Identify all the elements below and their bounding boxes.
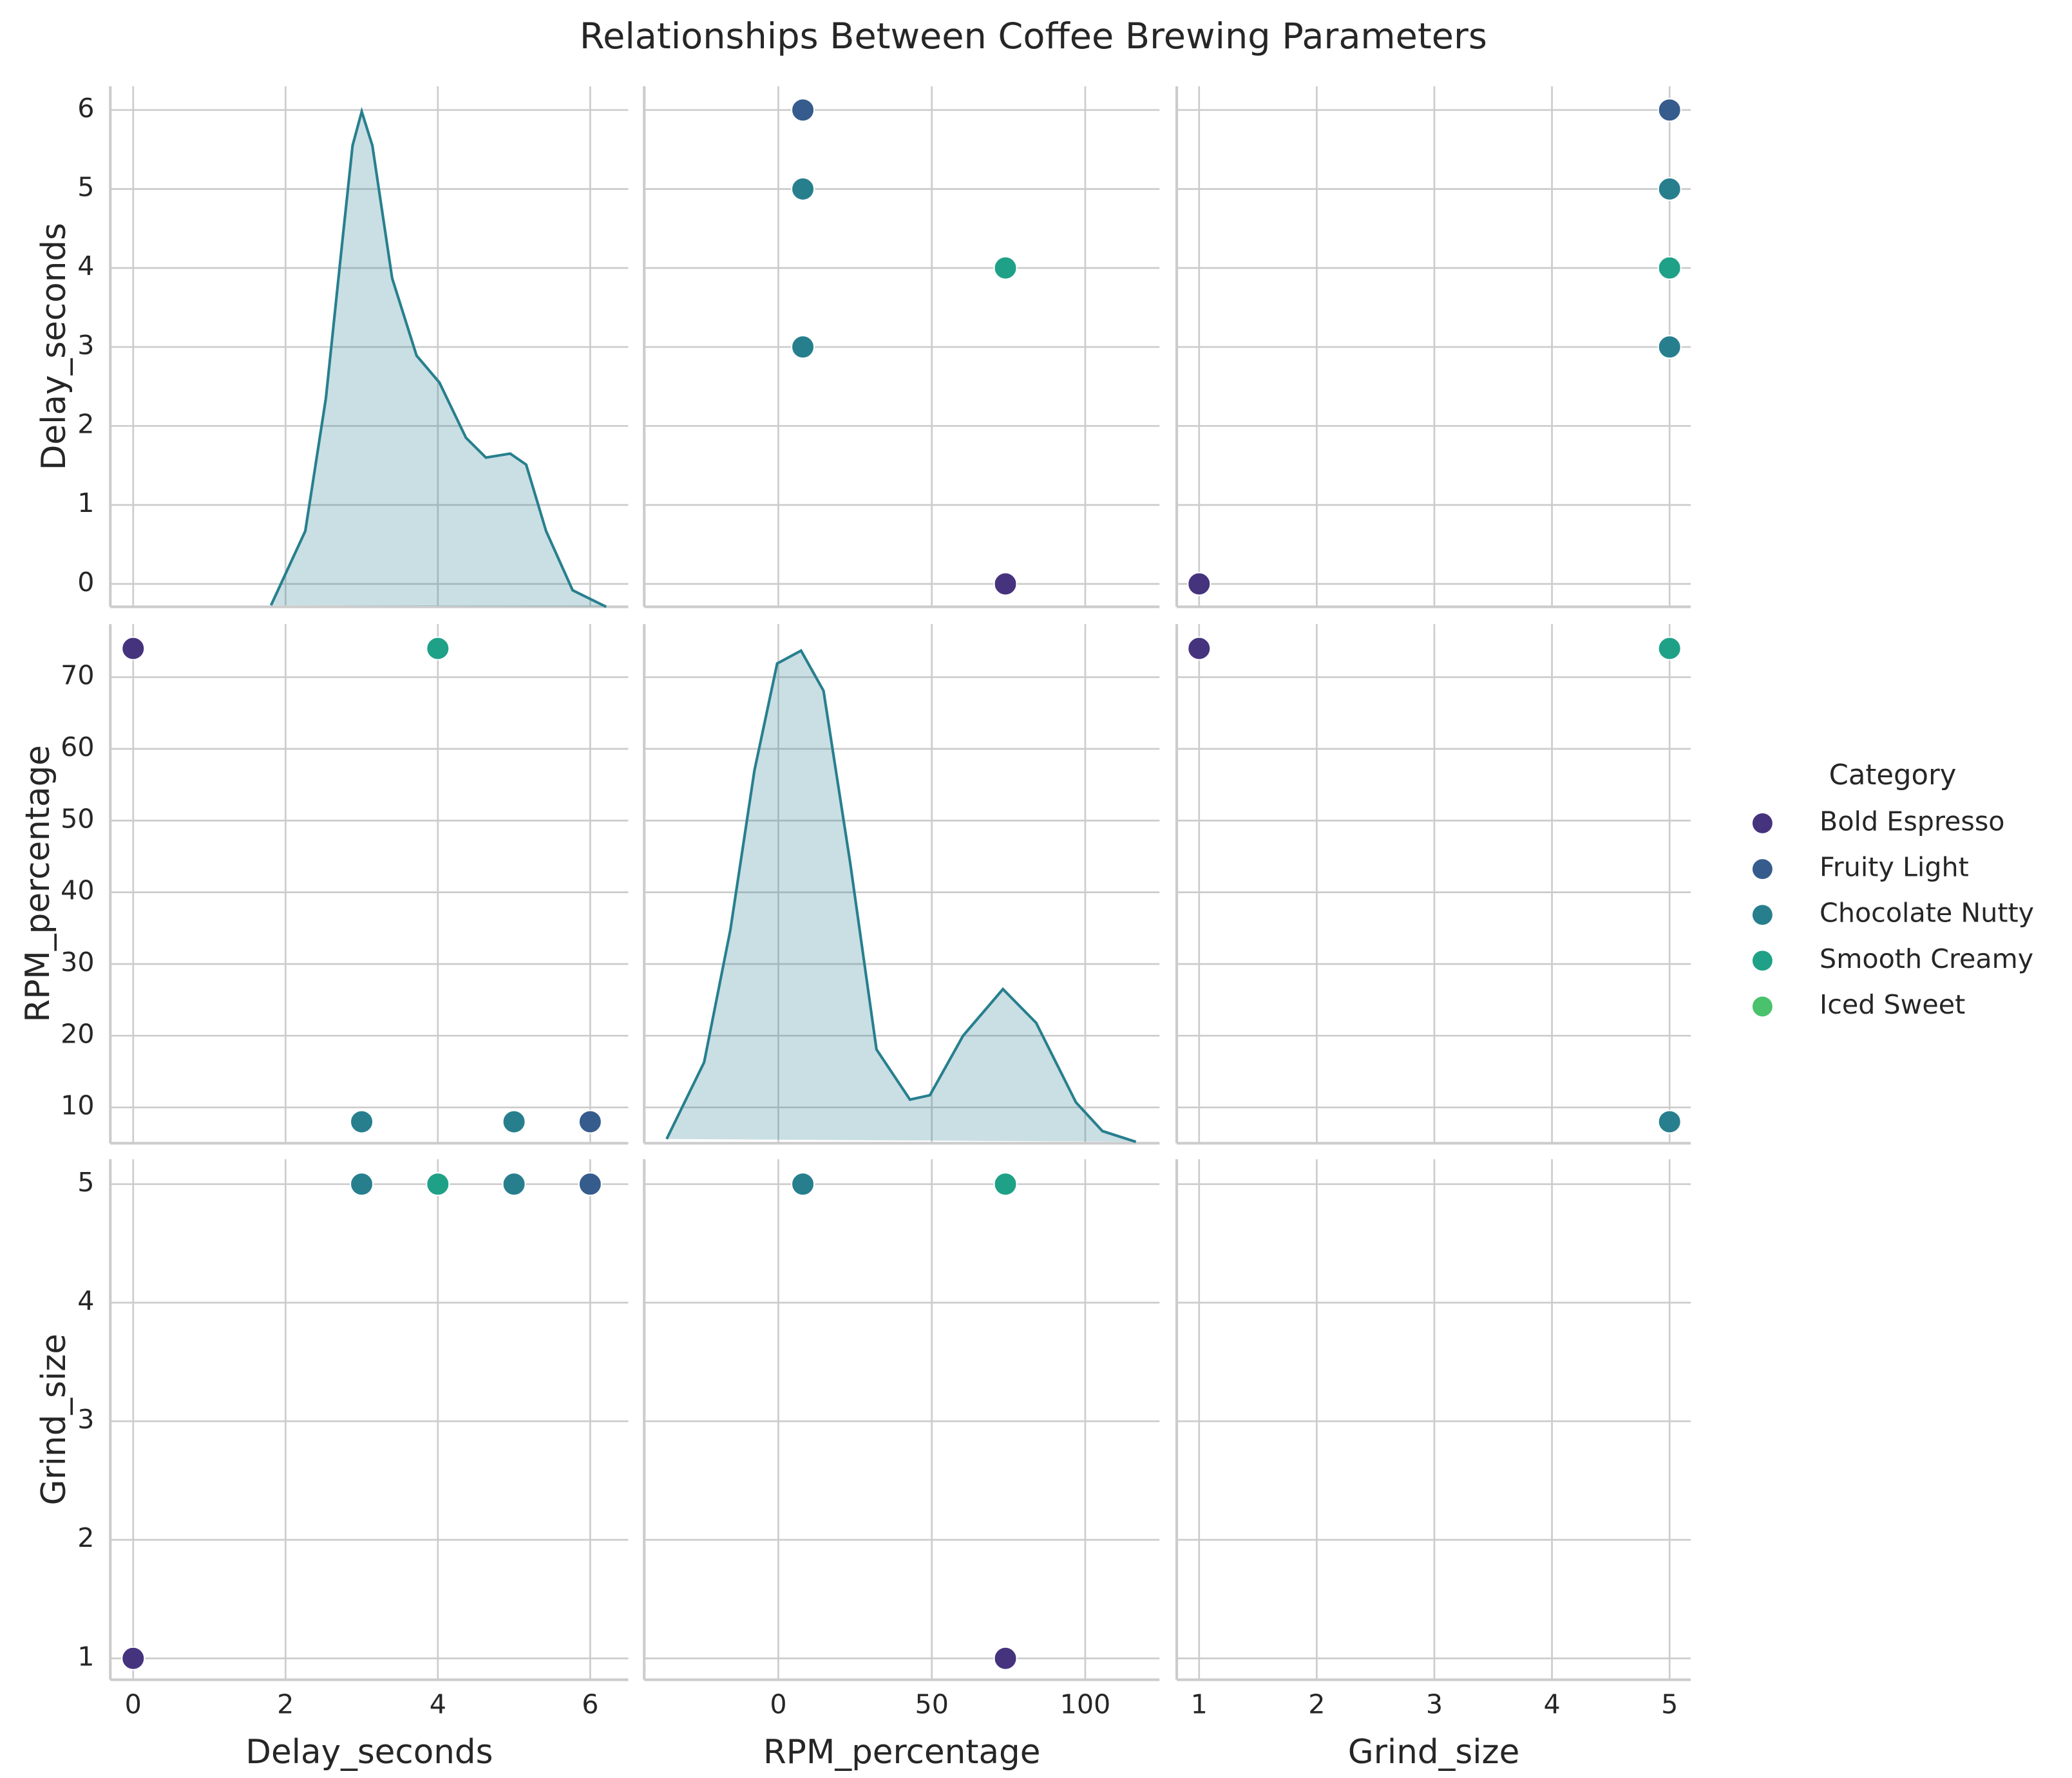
scatter-point: [1187, 572, 1212, 596]
x-tick-label: 0: [770, 1689, 786, 1720]
y-tick-label: 60: [61, 732, 94, 762]
scatter-point: [121, 1646, 146, 1670]
scatter-point: [502, 1172, 526, 1196]
scatter-point: [993, 1172, 1018, 1196]
y-tick-label: 70: [61, 660, 94, 691]
legend-marker: [1752, 950, 1773, 971]
scatter-point: [993, 256, 1018, 280]
scatter-point: [993, 572, 1018, 596]
panel: [109, 86, 629, 609]
scatter-point: [791, 335, 815, 359]
legend-marker: [1752, 813, 1773, 833]
x-tick-label: 2: [277, 1689, 294, 1720]
scatter-point: [1657, 1110, 1682, 1134]
scatter-point: [349, 1110, 374, 1134]
scatter-point: [1187, 636, 1212, 661]
legend-label: Iced Sweet: [1820, 989, 1965, 1020]
y-tick-label: 0: [77, 567, 94, 598]
y-tick-label: 40: [61, 875, 94, 906]
scatter-point: [1657, 256, 1682, 280]
kde-line: [269, 106, 607, 609]
kde-fill: [667, 650, 1136, 1142]
y-axis-label: Delay_seconds: [35, 223, 73, 470]
kde-fill: [271, 111, 607, 607]
y-tick-label: 1: [77, 487, 94, 518]
x-tick-label: 0: [125, 1689, 142, 1720]
scatter-point: [1657, 335, 1682, 359]
y-tick-label: 3: [77, 1404, 94, 1435]
x-axis-label: Delay_seconds: [245, 1733, 493, 1772]
y-tick-label: 10: [61, 1090, 94, 1121]
legend-marker: [1752, 905, 1773, 925]
panel: [643, 624, 1160, 1145]
y-tick-label: 2: [77, 1522, 94, 1553]
legend-label: Fruity Light: [1820, 852, 1969, 883]
scatter-point: [349, 1172, 374, 1196]
y-axis-label: Grind_size: [35, 1334, 73, 1506]
y-tick-label: 30: [61, 947, 94, 978]
kde-line: [665, 648, 1137, 1144]
scatter-point: [121, 636, 146, 661]
x-tick-label: 3: [1426, 1689, 1443, 1720]
y-tick-label: 2: [77, 408, 94, 439]
y-tick-label: 5: [77, 1167, 94, 1198]
scatter-point: [1657, 98, 1682, 122]
scatter-point: [1657, 636, 1682, 661]
y-tick-label: 6: [77, 93, 94, 124]
y-tick-label: 4: [77, 1285, 94, 1316]
panel: [643, 1159, 1160, 1681]
scatter-point: [502, 1110, 526, 1134]
legend-label: Chocolate Nutty: [1820, 898, 2034, 929]
y-tick-label: 1: [77, 1641, 94, 1672]
panel: [109, 1159, 629, 1681]
x-tick-label: 4: [430, 1689, 446, 1720]
panel: [1175, 624, 1691, 1145]
x-tick-label: 4: [1543, 1689, 1560, 1720]
x-tick-label: 100: [1060, 1689, 1111, 1720]
y-tick-label: 4: [77, 251, 94, 281]
x-tick-label: 5: [1661, 1689, 1678, 1720]
panel: [109, 624, 629, 1145]
scatter-point: [1657, 176, 1682, 202]
scatter-point: [426, 1172, 450, 1196]
y-tick-label: 3: [77, 330, 94, 361]
scatter-point: [426, 636, 450, 661]
y-tick-label: 5: [77, 171, 94, 202]
scatter-point: [791, 176, 815, 202]
x-axis-label: RPM_percentage: [763, 1733, 1040, 1772]
x-tick-label: 50: [915, 1689, 948, 1720]
x-tick-label: 2: [1308, 1689, 1325, 1720]
scatter-point: [993, 1646, 1018, 1670]
panel: [1175, 86, 1691, 609]
y-tick-label: 50: [61, 803, 94, 834]
chart-title: Relationships Between Coffee Brewing Par…: [580, 15, 1487, 57]
scatter-point: [578, 1172, 602, 1196]
x-tick-label: 6: [582, 1689, 598, 1720]
legend-marker: [1752, 996, 1773, 1017]
scatter-point: [791, 1172, 815, 1196]
panel: [1175, 1159, 1691, 1681]
x-tick-label: 1: [1191, 1689, 1208, 1720]
legend-label: Bold Espresso: [1820, 806, 2004, 837]
scatter-point: [578, 1110, 602, 1134]
scatter-point: [791, 98, 815, 122]
legend-label: Smooth Creamy: [1820, 943, 2033, 974]
legend-title: Category: [1829, 759, 1957, 791]
legend-marker: [1752, 859, 1773, 880]
y-axis-label: RPM_percentage: [19, 745, 57, 1022]
y-tick-label: 20: [61, 1018, 94, 1049]
x-axis-label: Grind_size: [1348, 1733, 1519, 1772]
panel: [643, 86, 1160, 609]
